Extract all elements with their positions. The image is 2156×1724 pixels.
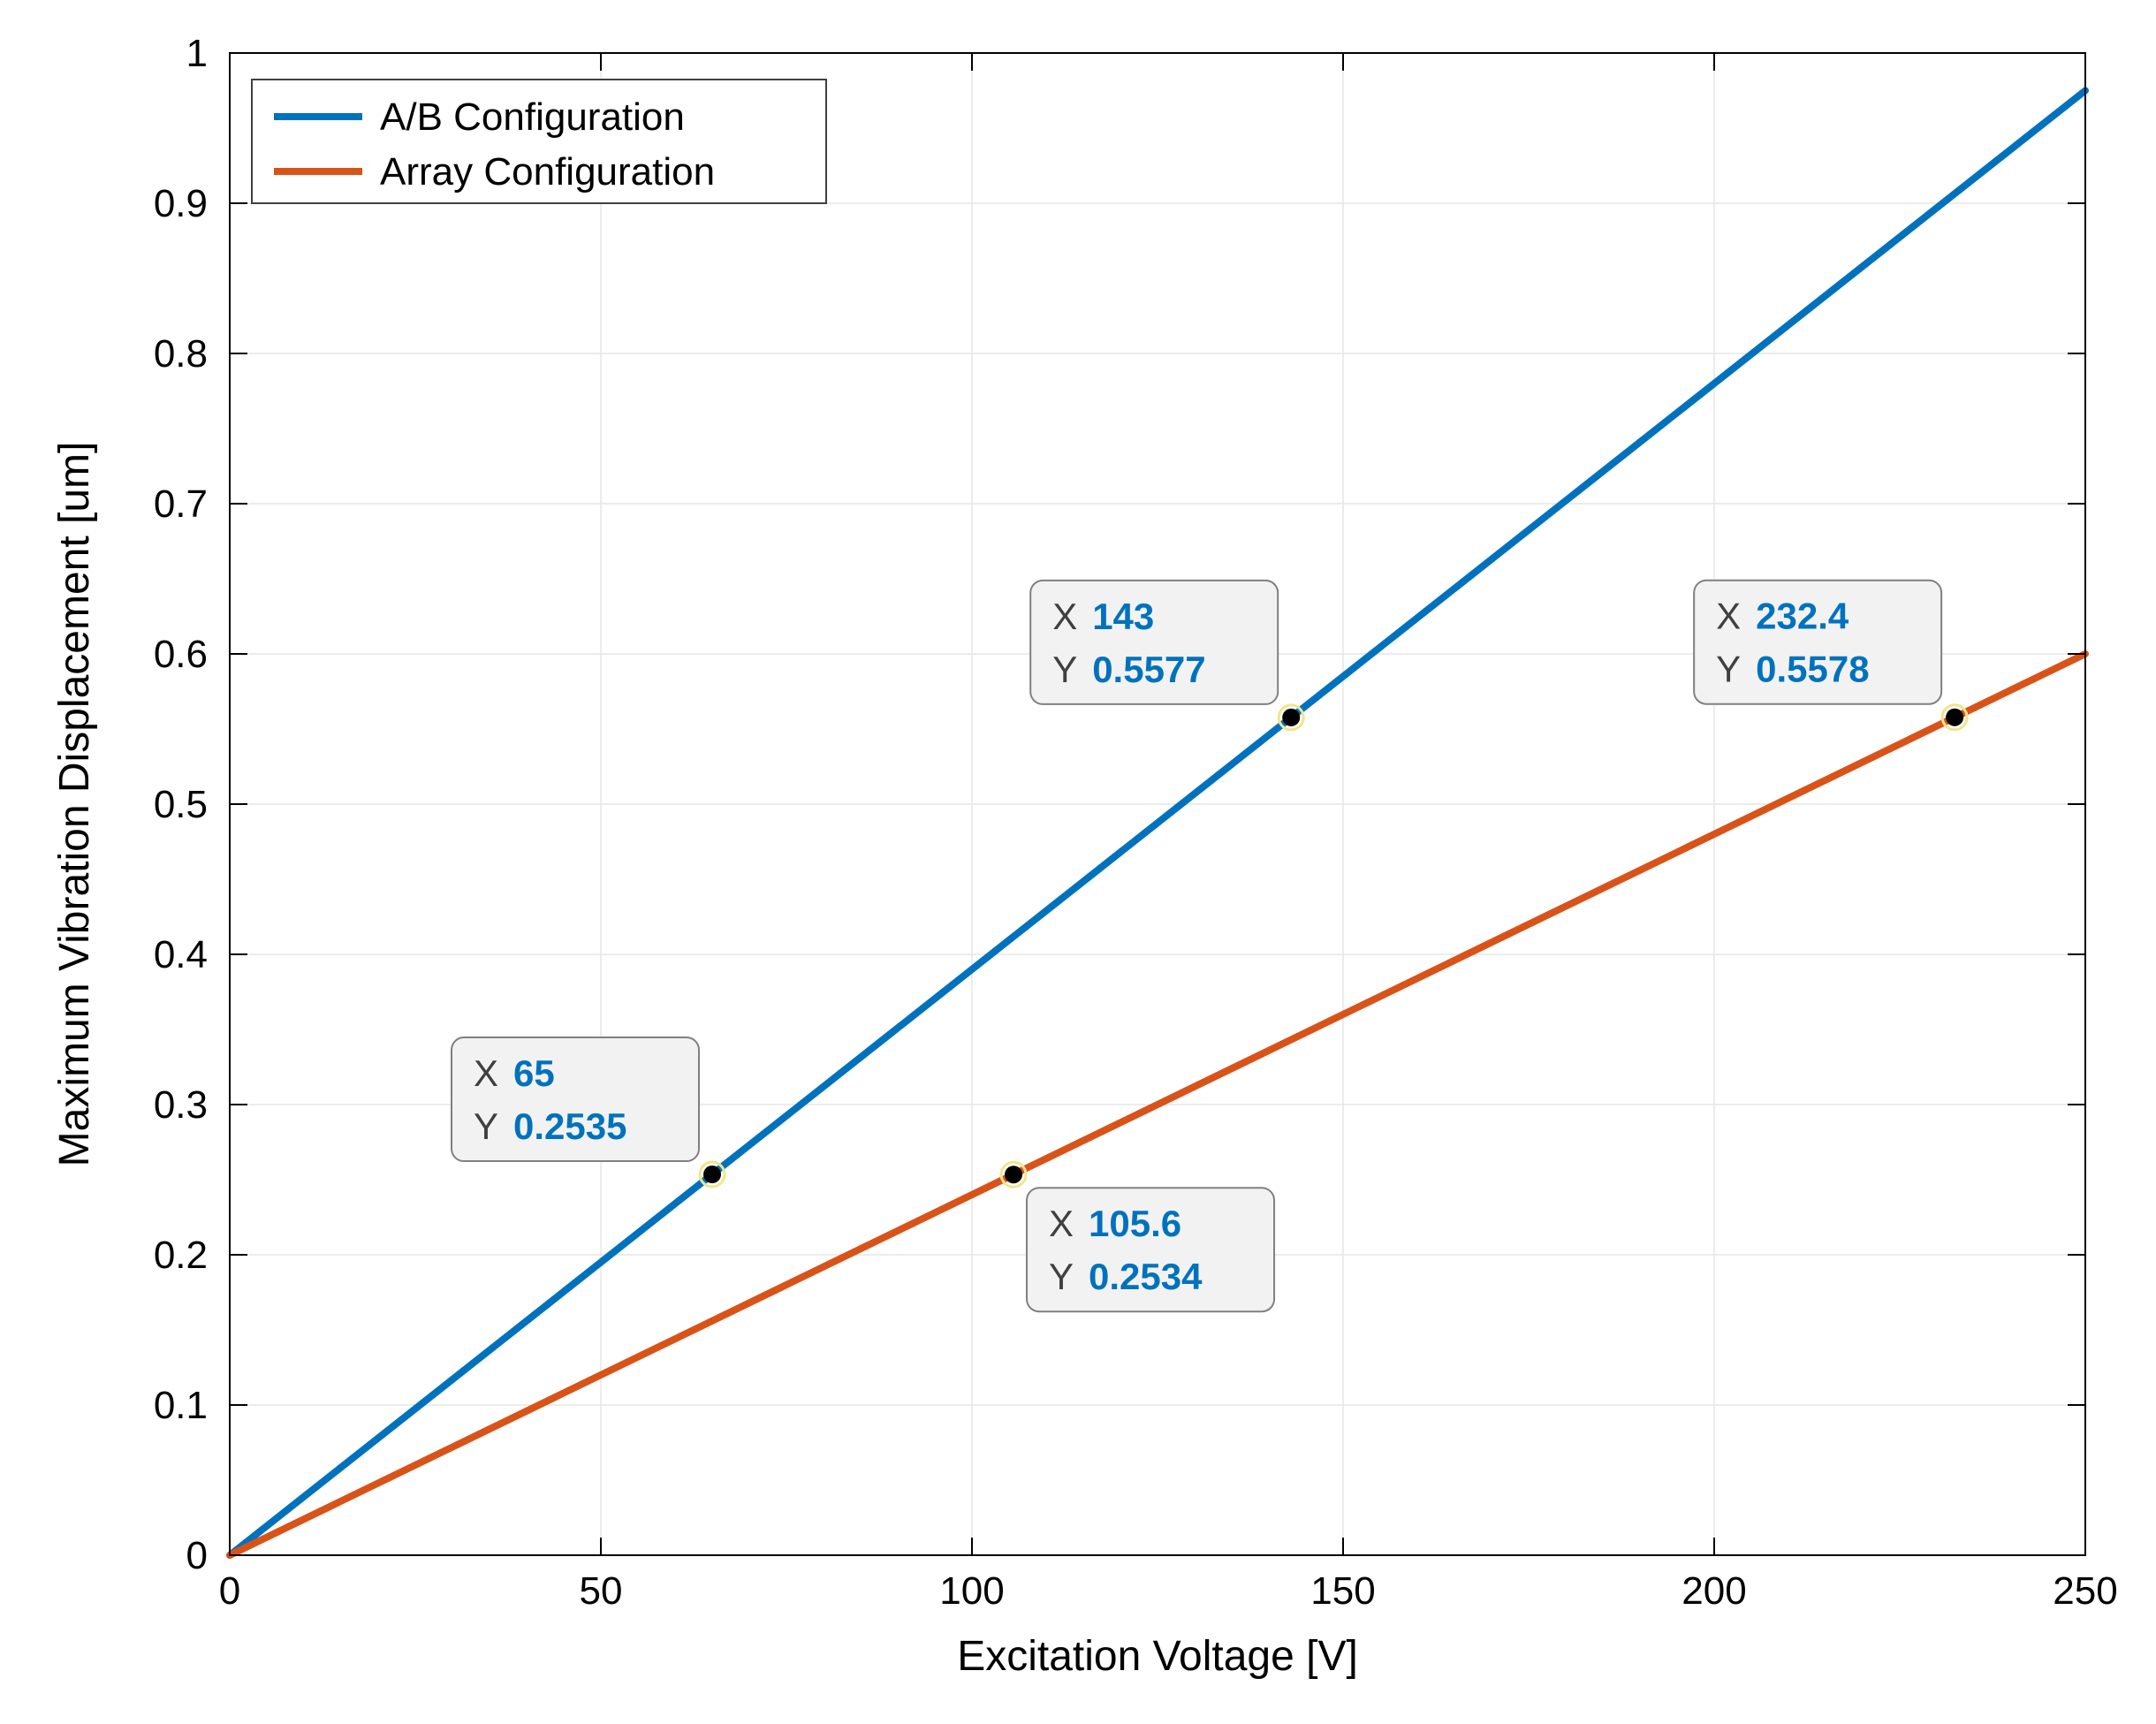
tooltip-y-value: 0.2534	[1089, 1256, 1203, 1297]
ytick-label: 0.7	[154, 482, 208, 526]
xtick-label: 200	[1682, 1569, 1746, 1613]
xtick-label: 250	[2053, 1569, 2117, 1613]
ytick-label: 0.2	[154, 1234, 208, 1277]
ytick-label: 0.6	[154, 633, 208, 676]
y-axis-label: Maximum Vibration Displacement [um]	[51, 442, 98, 1167]
ytick-label: 0.5	[154, 783, 208, 826]
data-marker	[1946, 709, 1963, 726]
tooltip-x-value: 105.6	[1089, 1203, 1181, 1244]
legend-label: Array Configuration	[380, 150, 715, 194]
xtick-label: 150	[1310, 1569, 1375, 1613]
tooltip-y-label: Y	[1049, 1256, 1074, 1297]
ytick-label: 0.8	[154, 332, 208, 376]
x-axis-label: Excitation Voltage [V]	[957, 1633, 1358, 1680]
ytick-label: 0	[186, 1534, 208, 1577]
legend-label: A/B Configuration	[380, 95, 685, 139]
chart-svg: 0 50 100 150 200 250 0 0.1 0.2 0.3 0.4 0.5 0.6 0.7 0.8…	[0, 0, 2156, 1724]
tooltip-x-label: X	[1049, 1203, 1074, 1244]
ytick-label: 0.9	[154, 182, 208, 225]
ytick-label: 0.4	[154, 933, 208, 976]
tooltip-x-label: X	[1716, 596, 1741, 637]
data-marker	[1282, 709, 1300, 726]
tooltip-x-label: X	[1052, 596, 1077, 637]
tooltip-y-label: Y	[1716, 649, 1741, 690]
ytick-label: 0.1	[154, 1384, 208, 1427]
data-marker	[703, 1166, 721, 1183]
xtick-label: 100	[939, 1569, 1004, 1613]
tooltip-y-value: 0.2535	[513, 1105, 626, 1147]
tooltip-y-label: Y	[474, 1105, 498, 1147]
tooltip-x-label: X	[474, 1052, 498, 1094]
tooltip-y-value: 0.5577	[1092, 649, 1205, 690]
ytick-label: 0.3	[154, 1083, 208, 1127]
chart-container: 0 50 100 150 200 250 0 0.1 0.2 0.3 0.4 0.5 0.6 0.7 0.8…	[0, 0, 2156, 1724]
tooltip-x-value: 232.4	[1756, 596, 1849, 637]
tooltip-x-value: 65	[513, 1052, 555, 1094]
xtick-label: 0	[219, 1569, 240, 1613]
tooltip-x-value: 143	[1092, 596, 1154, 637]
xtick-label: 50	[580, 1569, 623, 1613]
tooltip-y-label: Y	[1052, 649, 1077, 690]
ytick-label: 1	[186, 32, 208, 75]
tooltip-y-value: 0.5578	[1756, 649, 1869, 690]
data-marker	[1005, 1166, 1022, 1183]
